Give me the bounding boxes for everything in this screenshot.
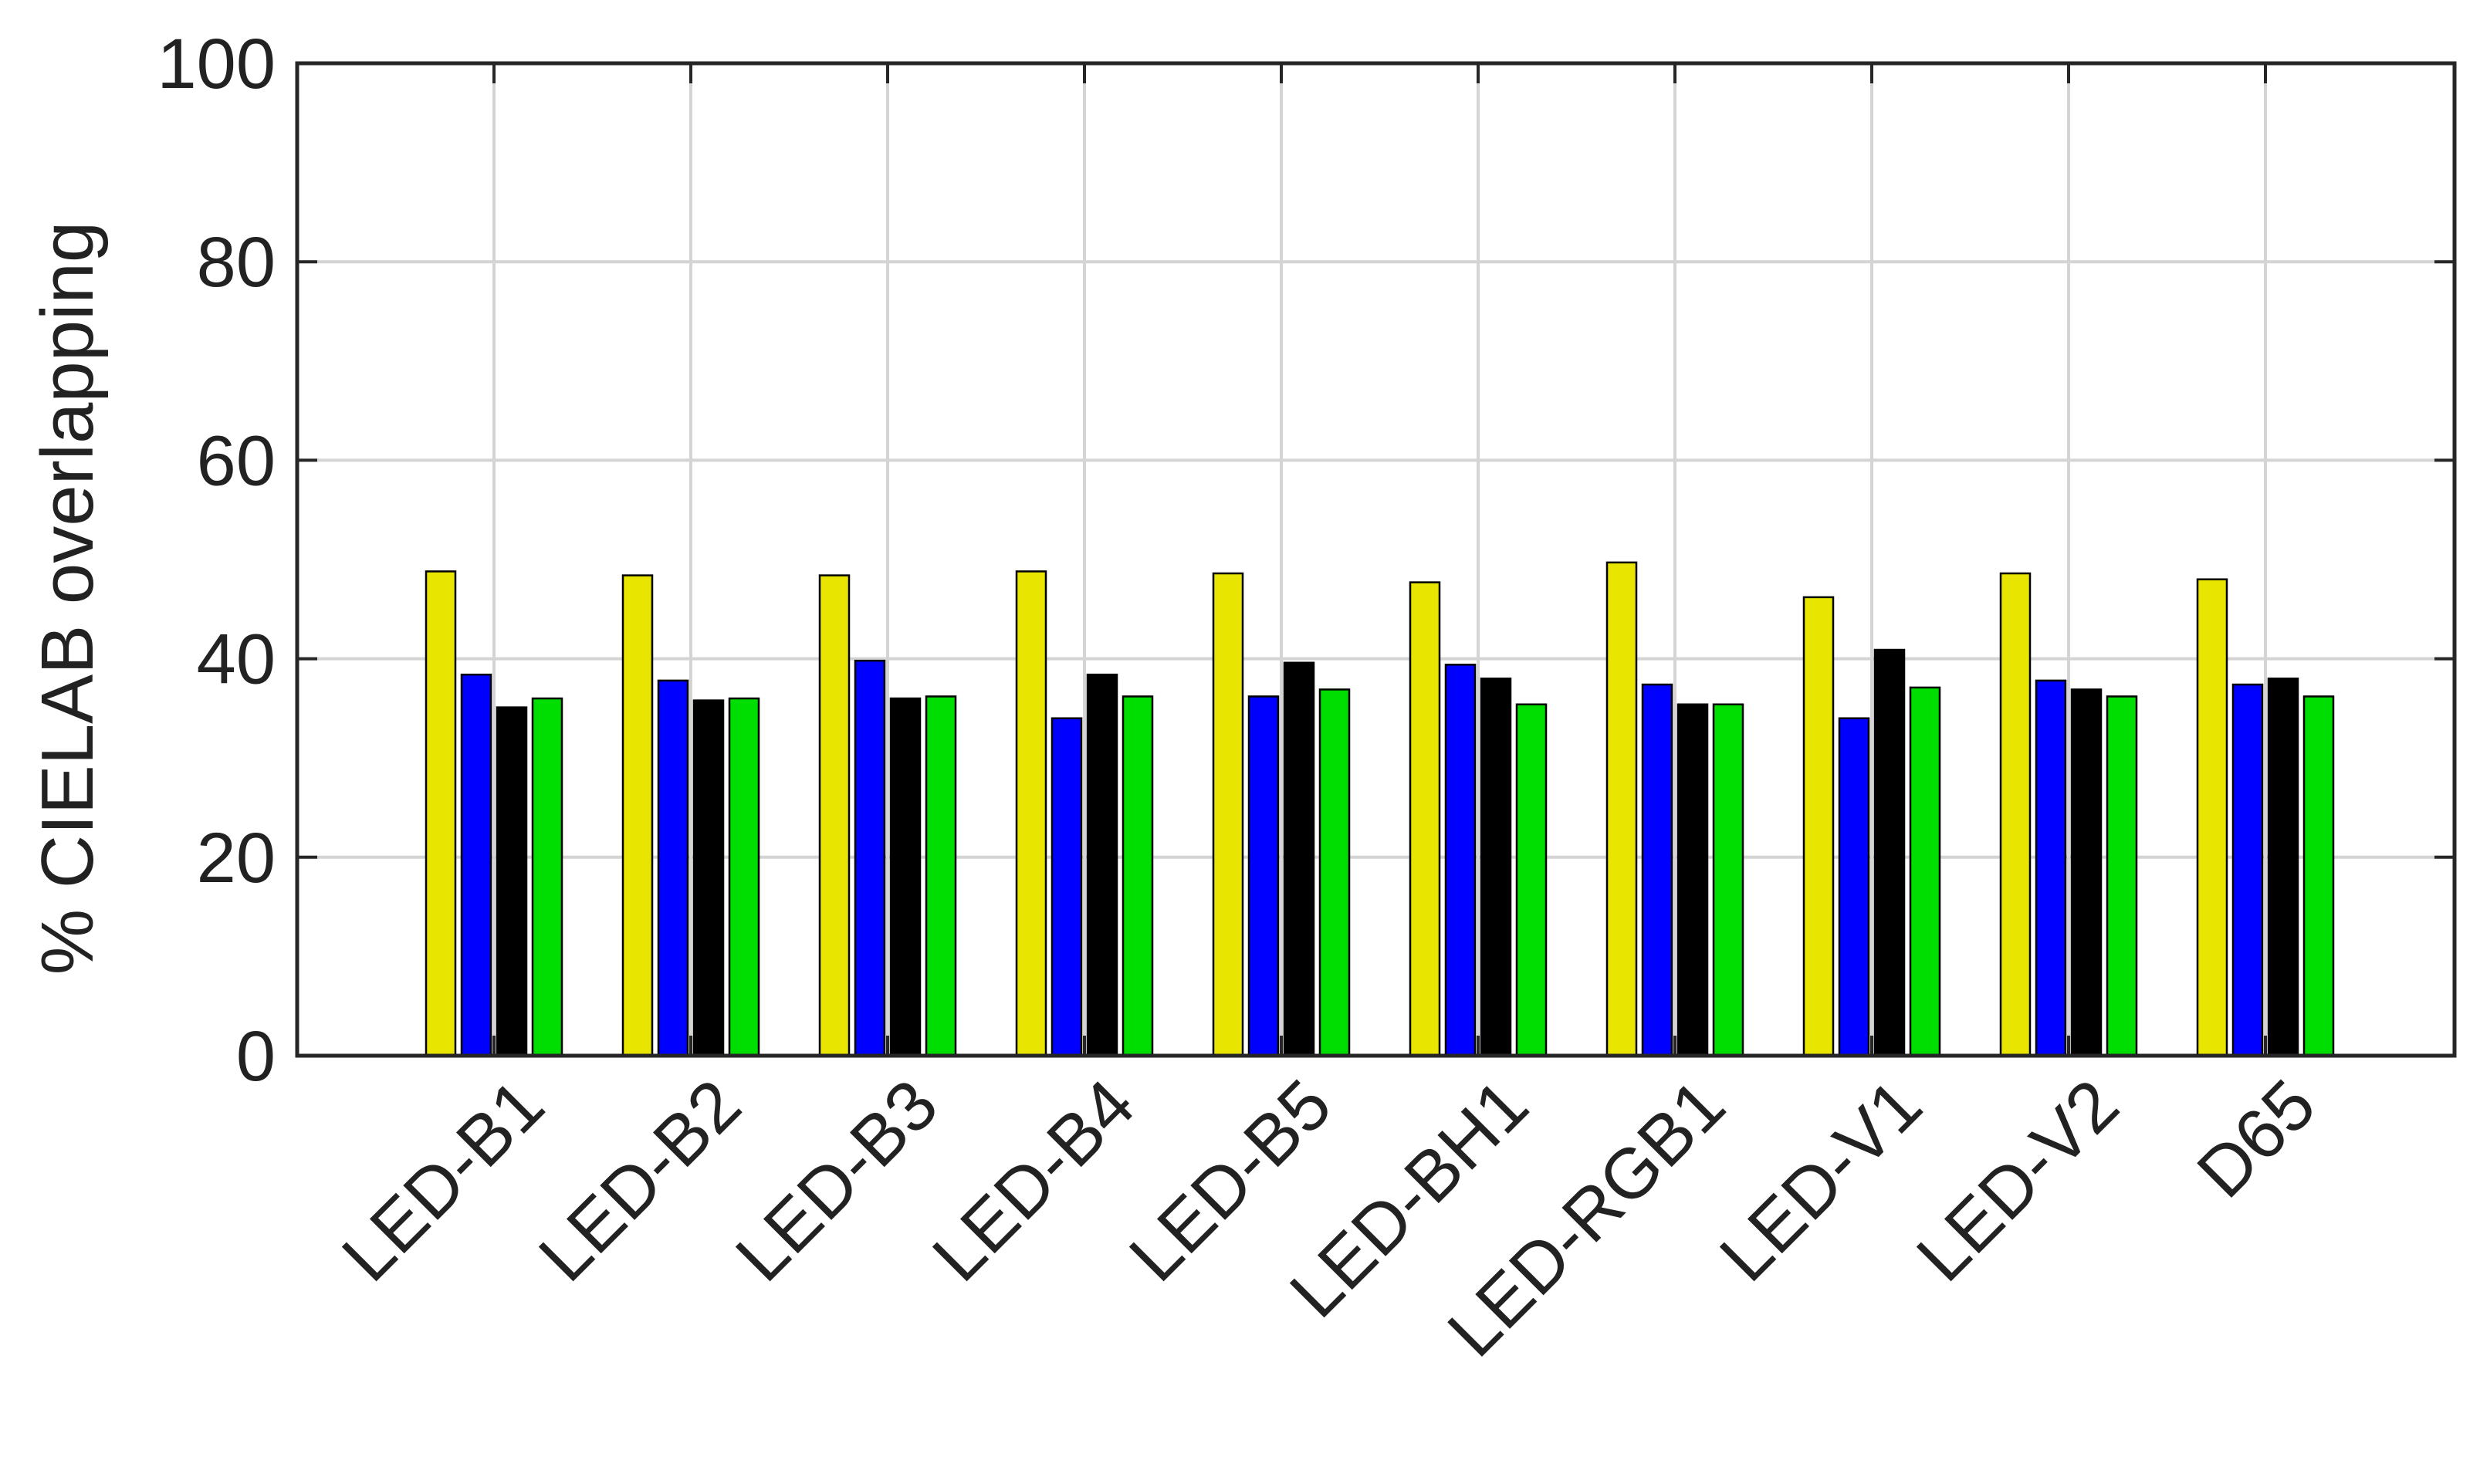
bar (1480, 678, 1512, 1057)
bar (2302, 695, 2335, 1057)
bar (1676, 703, 1709, 1057)
y-tick-label: 0 (236, 1017, 276, 1096)
bar (2035, 679, 2067, 1057)
bar (621, 574, 654, 1057)
y-tick-label: 40 (197, 620, 276, 699)
bar (1802, 596, 1835, 1057)
bar (1318, 688, 1351, 1057)
bar (460, 673, 492, 1057)
y-axis-label: % CIELAB overlapping (26, 221, 109, 975)
bar (2070, 688, 2103, 1057)
bar-series (425, 561, 2335, 1057)
bar (2231, 683, 2264, 1057)
bar (1605, 561, 1638, 1057)
bar (728, 697, 760, 1057)
axis-ticks (297, 62, 2455, 1057)
y-tick-label: 80 (197, 223, 276, 302)
bar (1212, 572, 1244, 1057)
y-tick-label: 20 (197, 819, 276, 897)
bar (1838, 717, 1870, 1057)
bar (1051, 717, 1083, 1057)
grid-lines (297, 63, 2455, 1056)
bar (1283, 661, 1315, 1057)
bar (1515, 703, 1548, 1057)
bar (1409, 581, 1441, 1057)
bar (2267, 678, 2299, 1057)
plot-area-frame (295, 61, 2457, 1058)
bar (657, 679, 689, 1057)
y-tick-label: 100 (157, 25, 276, 103)
bar (496, 706, 528, 1057)
y-tick-label: 60 (197, 421, 276, 500)
bar (1015, 570, 1047, 1057)
bar (818, 574, 851, 1057)
bar (889, 697, 922, 1057)
bar (692, 699, 725, 1057)
bar (1641, 683, 1673, 1057)
bar (425, 570, 457, 1057)
bar (1999, 572, 2032, 1057)
bar (1247, 695, 1280, 1057)
bar (2106, 695, 2138, 1057)
bar (2196, 578, 2228, 1057)
y-axis-tick-labels: 0 20 40 60 80 100 (157, 25, 276, 1096)
bar (1873, 648, 1906, 1057)
bar (925, 695, 957, 1057)
bar (1712, 703, 1744, 1057)
bar (531, 697, 563, 1057)
bar (854, 659, 886, 1057)
bar (1444, 664, 1477, 1057)
bar (1086, 673, 1118, 1057)
bar (1909, 686, 1941, 1057)
bar (1122, 695, 1154, 1057)
